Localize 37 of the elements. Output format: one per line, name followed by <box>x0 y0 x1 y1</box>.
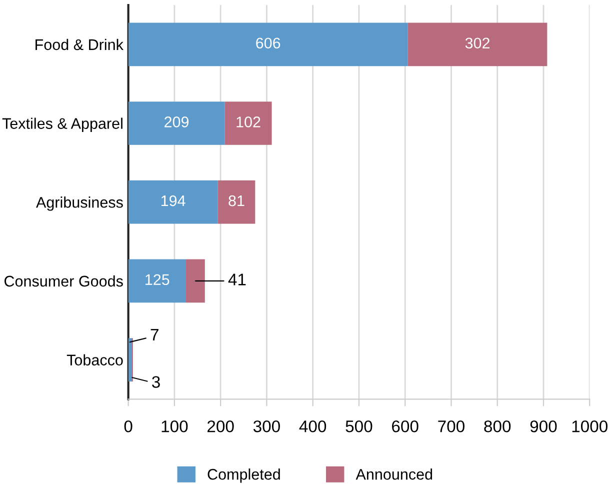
x-tick-label: 0 <box>124 420 132 432</box>
x-tick-label: 1000 <box>572 420 608 432</box>
y-tick-label: Food & Drink <box>36 38 124 50</box>
y-tick-label: Tobacco <box>66 354 123 366</box>
bar <box>128 338 132 382</box>
legend-label: Announced <box>356 468 432 480</box>
bar <box>408 22 548 66</box>
y-tick-label: Consumer Goods <box>4 275 123 287</box>
data-label: 81 <box>228 195 244 206</box>
bar <box>128 102 225 145</box>
data-label: 194 <box>161 195 186 206</box>
x-tick-label: 900 <box>530 420 557 432</box>
data-label: 7 <box>150 328 158 340</box>
legend-label: Completed <box>208 468 280 483</box>
x-tick-label: 800 <box>484 420 511 432</box>
data-label: 209 <box>164 116 189 128</box>
data-label: 302 <box>465 38 490 49</box>
x-tick-label: 500 <box>346 420 372 432</box>
bar <box>128 259 186 303</box>
data-label: 3 <box>152 376 160 388</box>
data-label: 606 <box>256 38 280 49</box>
bar <box>224 102 272 145</box>
bar <box>186 259 205 303</box>
data-label: 41 <box>228 274 246 286</box>
x-tick-label: 600 <box>392 420 418 432</box>
x-tick-label: 200 <box>208 420 234 432</box>
y-tick-label: Agribusiness <box>36 196 123 211</box>
data-label: 102 <box>236 116 260 128</box>
bar <box>218 180 256 224</box>
x-tick-label: 400 <box>299 420 326 432</box>
x-tick-label: 300 <box>253 420 280 432</box>
x-tick-label: 100 <box>162 420 188 432</box>
y-tick-label: Textiles & Apparel <box>2 118 122 132</box>
bar <box>128 22 408 66</box>
x-tick-label: 700 <box>438 420 464 432</box>
bar <box>128 180 218 224</box>
data-label: 125 <box>146 274 170 286</box>
